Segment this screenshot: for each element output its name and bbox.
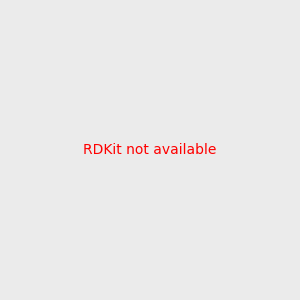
Text: RDKit not available: RDKit not available [83,143,217,157]
